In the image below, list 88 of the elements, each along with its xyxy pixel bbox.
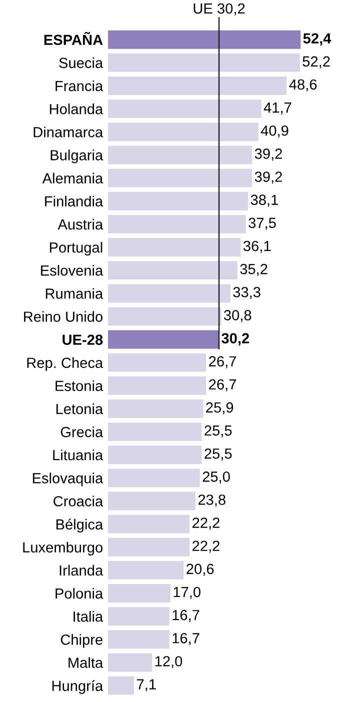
data-label: 52,2 bbox=[302, 56, 330, 68]
y-tick-label: Croacia bbox=[54, 496, 104, 506]
bar bbox=[108, 146, 252, 164]
y-tick-label: Eslovaquia bbox=[32, 472, 104, 486]
y-tick-label: Portugal bbox=[50, 242, 102, 256]
bar bbox=[108, 238, 241, 256]
data-label: 40,9 bbox=[260, 125, 288, 138]
bar bbox=[108, 538, 190, 556]
y-tick-label: Luxemburgo bbox=[23, 542, 102, 556]
y-tick-label: Eslovenia bbox=[41, 265, 104, 276]
data-label: 38,1 bbox=[250, 194, 278, 207]
bar bbox=[108, 514, 190, 534]
bar bbox=[108, 353, 206, 372]
bar bbox=[108, 76, 287, 95]
y-tick-label: Bulgaria bbox=[50, 150, 104, 164]
bar bbox=[108, 53, 300, 72]
data-label: 25,9 bbox=[206, 402, 234, 414]
data-label: 7,1 bbox=[137, 679, 156, 692]
y-tick-label: Grecia bbox=[60, 426, 104, 438]
bar bbox=[108, 192, 248, 210]
y-tick-label: Chipre bbox=[60, 634, 102, 648]
data-label: 23,8 bbox=[198, 494, 226, 507]
data-label: 52,4 bbox=[303, 33, 332, 46]
bar bbox=[108, 584, 170, 602]
bar bbox=[108, 468, 200, 488]
bar bbox=[108, 30, 301, 49]
y-tick-label: Rumania bbox=[46, 288, 104, 299]
data-label: 37,5 bbox=[248, 218, 276, 230]
y-tick-label: Polonia bbox=[56, 588, 104, 599]
bar bbox=[108, 653, 152, 672]
bar bbox=[108, 376, 206, 395]
y-tick-label: Holanda bbox=[50, 104, 104, 114]
y-tick-label: Austria bbox=[58, 218, 104, 230]
y-tick-label: Suecia bbox=[59, 57, 104, 68]
y-tick-label: Francia bbox=[56, 80, 104, 92]
y-tick-label: UE-28 bbox=[62, 334, 103, 345]
bar bbox=[108, 446, 202, 464]
data-label: 26,7 bbox=[209, 356, 236, 368]
data-label: 22,2 bbox=[192, 540, 220, 553]
y-tick-label: Estonia bbox=[56, 380, 104, 392]
y-tick-label: Finlandia bbox=[45, 196, 104, 207]
bar bbox=[108, 676, 134, 695]
y-tick-label: Bélgica bbox=[56, 518, 104, 532]
data-label: 26,7 bbox=[209, 379, 236, 392]
y-tick-label: Irlanda bbox=[60, 564, 104, 576]
bar bbox=[108, 422, 202, 442]
y-tick-label: Malta bbox=[68, 657, 104, 668]
y-tick-label: Alemania bbox=[42, 172, 104, 184]
y-tick-label: Italia bbox=[74, 611, 104, 622]
y-tick-label: Lituania bbox=[53, 450, 104, 460]
y-tick-label: Reino Unido bbox=[24, 311, 102, 322]
data-label: 16,7 bbox=[172, 610, 200, 622]
y-tick-label: Hungría bbox=[52, 680, 104, 694]
bar bbox=[108, 492, 196, 510]
bar bbox=[108, 100, 262, 118]
data-label: 17,0 bbox=[174, 586, 200, 599]
data-label: 35,2 bbox=[240, 264, 268, 276]
data-label: 48,6 bbox=[289, 79, 317, 92]
data-label: 39,2 bbox=[254, 148, 282, 161]
bar bbox=[108, 122, 258, 142]
data-label: 25,0 bbox=[202, 472, 230, 484]
bar bbox=[108, 168, 252, 188]
y-tick-label: ESPAÑA bbox=[44, 32, 103, 46]
bar bbox=[108, 560, 184, 580]
data-label: 22,2 bbox=[192, 518, 220, 530]
data-label: 30,8 bbox=[224, 310, 252, 322]
ref-line-label: UE 30,2 bbox=[194, 3, 245, 16]
data-label: 30,2 bbox=[222, 333, 250, 346]
bar bbox=[108, 607, 170, 626]
bar bbox=[108, 261, 238, 280]
data-label: 33,3 bbox=[233, 286, 260, 300]
data-label: 36,1 bbox=[243, 240, 271, 253]
y-tick-label: Dinamarca bbox=[34, 126, 104, 138]
data-label: 41,7 bbox=[264, 102, 292, 114]
data-label: 39,2 bbox=[254, 172, 282, 184]
bar bbox=[108, 399, 204, 418]
bar bbox=[108, 630, 170, 649]
data-label: 12,0 bbox=[155, 656, 182, 668]
data-label: 25,5 bbox=[204, 448, 232, 460]
bar bbox=[108, 330, 220, 349]
data-label: 25,5 bbox=[204, 425, 232, 438]
y-tick-label: Letonia bbox=[56, 403, 104, 414]
y-tick-label: Rep. Checa bbox=[27, 357, 104, 371]
data-label: 16,7 bbox=[172, 633, 200, 646]
data-label: 20,6 bbox=[186, 564, 214, 576]
bar bbox=[108, 214, 246, 234]
bar bbox=[108, 284, 230, 303]
bar bbox=[108, 307, 222, 326]
